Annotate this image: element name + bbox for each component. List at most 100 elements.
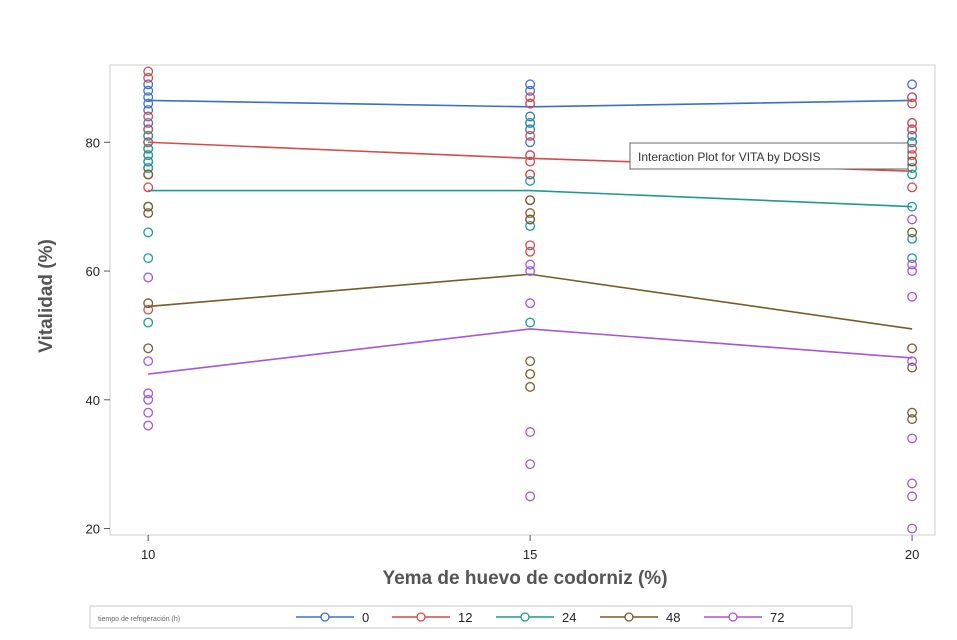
y-tick-label: 80 — [86, 135, 100, 150]
data-point-72 — [525, 427, 536, 437]
series-line-24 — [148, 189, 913, 208]
data-point-72 — [525, 266, 536, 276]
data-point-0 — [143, 105, 154, 116]
data-point-24 — [907, 253, 918, 264]
data-point-48 — [525, 356, 536, 367]
plot-area — [109, 64, 936, 536]
data-point-48 — [143, 298, 154, 309]
data-point-12 — [907, 117, 918, 128]
legend-title: tiempo de refrigeración (h) — [98, 616, 180, 623]
x-axis-title: Yema de huevo de codorniz (%) — [382, 568, 667, 589]
data-point-12 — [907, 98, 918, 109]
data-point-0 — [143, 85, 154, 96]
data-point-72 — [907, 266, 918, 276]
data-point-0 — [907, 79, 918, 90]
data-point-0 — [525, 111, 536, 122]
x-tick-label: 10 — [141, 547, 155, 562]
data-point-12 — [525, 246, 536, 257]
data-point-48 — [907, 156, 918, 167]
legend-marker-24 — [520, 612, 530, 622]
data-point-48 — [907, 227, 918, 238]
data-point-12 — [143, 111, 154, 122]
data-point-24 — [143, 163, 154, 173]
legend-marker-48 — [624, 612, 634, 622]
x-tick-label: 20 — [905, 547, 919, 562]
data-point-48 — [143, 343, 154, 354]
data-point-48 — [525, 381, 536, 392]
y-tick-label: 60 — [86, 264, 100, 279]
y-axis-title: Vitalidad (%) — [36, 239, 57, 353]
data-point-72 — [907, 433, 918, 444]
data-point-12 — [525, 156, 536, 167]
data-point-72 — [907, 214, 918, 225]
data-point-12 — [525, 92, 536, 103]
data-point-24 — [525, 117, 536, 128]
data-point-12 — [907, 124, 918, 135]
series-line-72 — [148, 328, 913, 375]
data-point-0 — [143, 92, 154, 103]
legend-label-48: 48 — [666, 610, 680, 625]
data-point-72 — [143, 394, 154, 405]
data-point-24 — [525, 317, 536, 328]
data-point-24 — [907, 137, 918, 148]
data-point-12 — [907, 182, 918, 193]
data-point-48 — [143, 169, 154, 180]
series-line-48 — [148, 273, 913, 330]
data-point-72 — [143, 388, 154, 399]
legend-box — [89, 605, 853, 629]
data-point-24 — [143, 317, 154, 328]
tooltip: Interaction Plot for VITA by DOSIS — [629, 142, 909, 170]
y-tick-label: 20 — [86, 522, 100, 537]
data-point-24 — [143, 253, 154, 264]
data-point-72 — [907, 478, 918, 489]
data-point-72 — [907, 523, 918, 534]
tooltip-text: Interaction Plot for VITA by DOSIS — [638, 150, 821, 164]
data-point-0 — [907, 130, 918, 141]
data-point-48 — [143, 208, 154, 219]
data-point-0 — [525, 124, 536, 135]
data-point-72 — [907, 356, 918, 367]
data-point-0 — [143, 117, 154, 128]
data-point-72 — [143, 407, 154, 418]
legend: tiempo de refrigeración (h) 0 12 24 48 72 — [89, 605, 853, 629]
data-point-48 — [907, 343, 918, 354]
data-point-72 — [525, 298, 536, 309]
data-point-12 — [143, 124, 154, 135]
data-point-24 — [525, 175, 536, 186]
data-point-24 — [525, 221, 536, 231]
data-point-24 — [907, 201, 918, 212]
data-point-72 — [907, 259, 918, 270]
data-point-12 — [525, 169, 536, 180]
data-point-24 — [143, 227, 154, 238]
x-tick-label: 15 — [523, 547, 537, 562]
data-point-24 — [143, 143, 154, 154]
data-point-48 — [907, 362, 918, 373]
data-point-12 — [525, 130, 536, 141]
data-point-12 — [525, 240, 536, 251]
legend-label-12: 12 — [458, 610, 472, 625]
data-point-0 — [525, 137, 536, 148]
data-point-0 — [143, 98, 154, 109]
legend-marker-12 — [416, 612, 426, 622]
data-point-12 — [525, 98, 536, 109]
data-point-48 — [907, 414, 918, 425]
data-point-12 — [143, 72, 154, 83]
data-point-72 — [907, 291, 918, 302]
data-point-12 — [143, 304, 154, 315]
data-point-48 — [525, 214, 536, 225]
data-point-48 — [525, 195, 536, 206]
data-point-72 — [143, 420, 154, 431]
data-point-0 — [143, 79, 154, 90]
series-line-0 — [148, 99, 913, 108]
legend-label-0: 0 — [362, 610, 369, 625]
y-tick-label: 40 — [86, 393, 100, 408]
data-point-48 — [143, 201, 154, 212]
data-point-24 — [143, 130, 154, 141]
data-point-12 — [907, 92, 918, 103]
data-point-24 — [907, 169, 918, 180]
data-point-24 — [907, 233, 918, 244]
data-point-72 — [143, 272, 154, 283]
data-point-72 — [143, 356, 154, 367]
data-point-48 — [525, 208, 536, 219]
data-point-48 — [907, 407, 918, 418]
